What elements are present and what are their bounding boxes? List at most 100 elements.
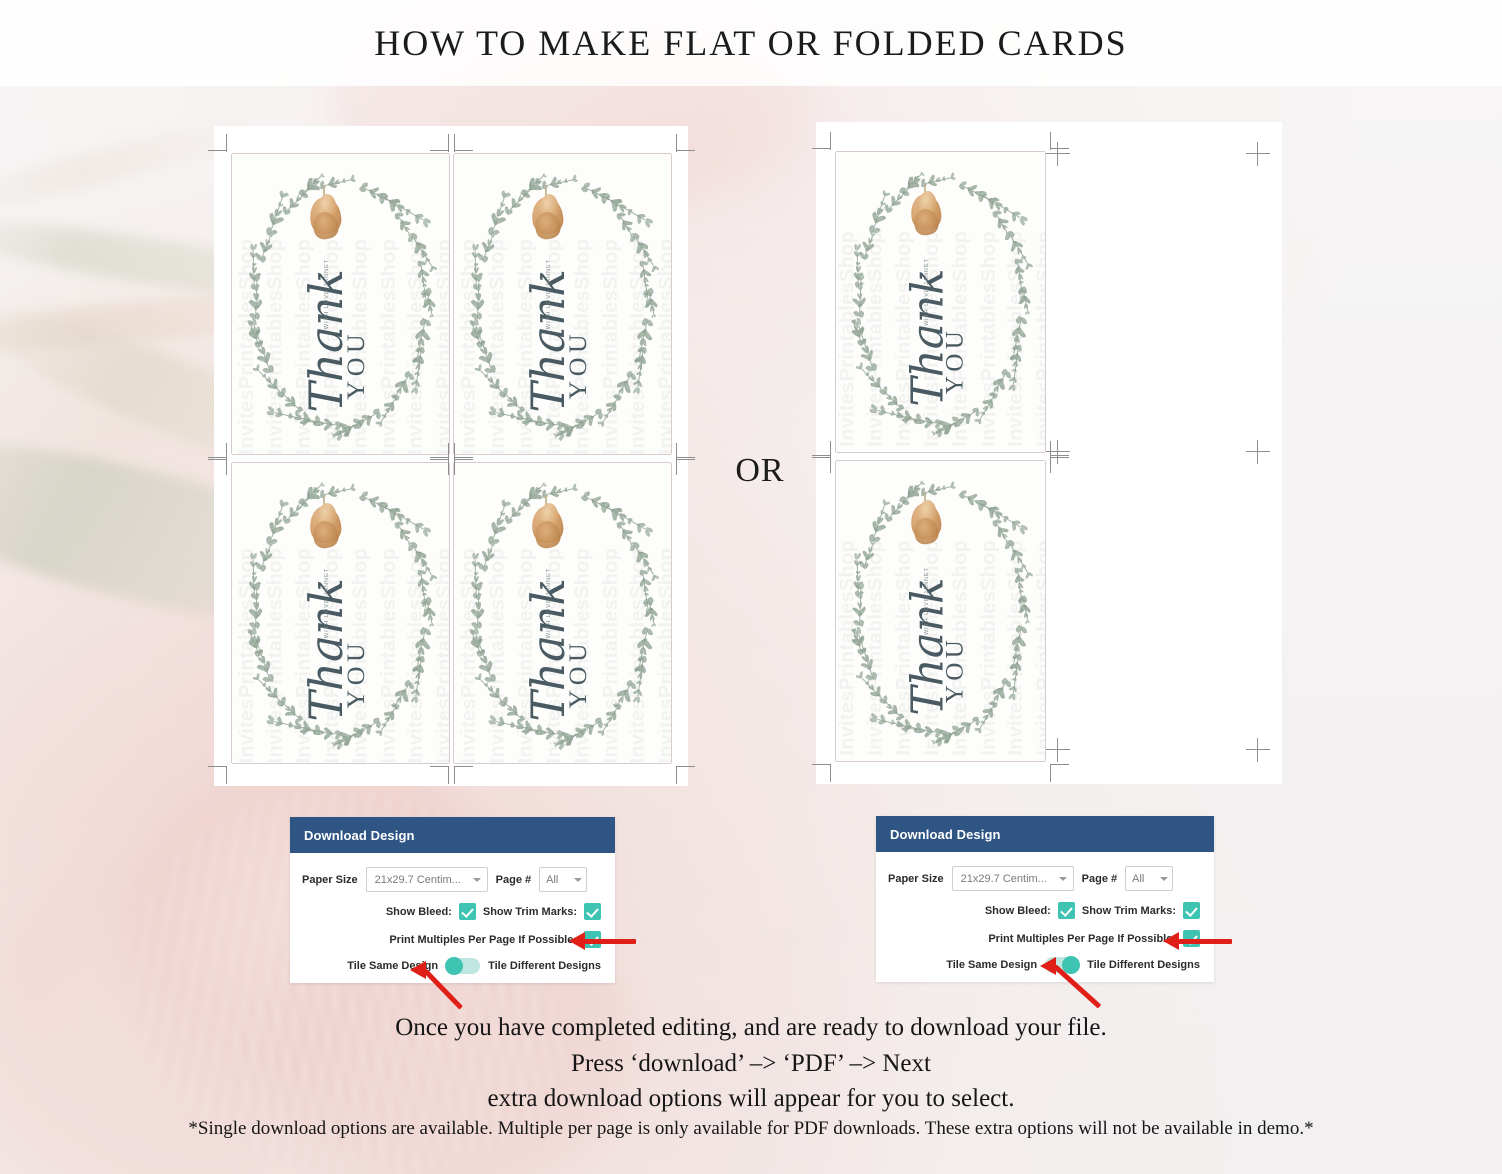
leaf <box>253 553 258 561</box>
leaf <box>254 620 262 629</box>
bleed-and-trim-row: Show Bleed: Show Trim Marks: <box>302 903 603 920</box>
bud-stem <box>924 492 926 507</box>
leaf <box>476 311 484 320</box>
leaf <box>885 516 893 523</box>
leaf <box>484 346 488 355</box>
paper-size-select[interactable]: 21x29.7 Centim... <box>365 867 488 892</box>
leaf <box>510 415 515 419</box>
trim-tick <box>1051 764 1069 765</box>
leaf <box>294 417 302 421</box>
page-number-value: All <box>546 873 559 886</box>
leaf <box>942 178 946 181</box>
print-multiples-row: Print Multiples Per Page If Possible: <box>888 930 1202 947</box>
paper-size-label: Paper Size <box>302 873 358 886</box>
leaf <box>387 717 391 723</box>
leaf <box>988 708 994 718</box>
leaf <box>288 724 293 728</box>
trim-tick <box>430 766 448 767</box>
leaf <box>564 489 568 493</box>
trim-tick <box>812 148 830 149</box>
leaf <box>260 683 265 687</box>
trim-tick <box>830 455 831 473</box>
bleed-guide <box>671 463 672 763</box>
leaf <box>489 384 500 389</box>
trim-tick <box>208 766 226 767</box>
leaf <box>488 411 497 416</box>
show-trim-marks-checkbox[interactable] <box>584 903 601 920</box>
trim-tick <box>208 459 226 460</box>
leaf <box>571 177 578 183</box>
trim-tick <box>677 457 695 458</box>
print-multiples-row: Print Multiples Per Page If Possible: <box>302 931 603 948</box>
bleed-guide <box>454 462 671 463</box>
leaf <box>512 705 518 716</box>
page-number-label: Page # <box>495 873 532 886</box>
leaf <box>606 414 609 418</box>
leaf <box>414 388 419 395</box>
leaf <box>869 382 880 388</box>
page-number-select[interactable]: All <box>1125 866 1174 891</box>
leaf <box>642 276 646 283</box>
show-bleed-checkbox[interactable] <box>1057 902 1075 919</box>
tile-mode-toggle[interactable] <box>445 957 481 975</box>
leaf <box>276 700 284 707</box>
callout-arrow-print-multiples-flat <box>569 932 636 950</box>
bud-stem <box>545 494 547 509</box>
thank-you-card[interactable]: InvitesPrintablesShop InvitesPrintablesSh… <box>836 152 1045 452</box>
leaf <box>992 211 997 218</box>
leaf <box>985 714 989 721</box>
print-multiples-label: Print Multiples Per Page If Possible: <box>988 932 1176 945</box>
leaf <box>482 683 487 687</box>
leaf <box>290 705 296 716</box>
leaf <box>266 411 275 416</box>
leaf <box>617 704 622 710</box>
leaf <box>876 208 880 215</box>
leaf <box>381 502 388 508</box>
leaf <box>1021 604 1033 614</box>
thank-you-card[interactable]: InvitesPrintablesShop InvitesPrintablesSh… <box>454 463 671 763</box>
trim-tick <box>677 150 695 151</box>
leaf <box>564 180 568 184</box>
toggle-knob <box>1062 956 1081 974</box>
show-trim-marks-label: Show Trim Marks: <box>1081 904 1176 917</box>
leaf <box>481 255 490 263</box>
arrow-head <box>1163 932 1179 950</box>
download-design-dialog-folded[interactable]: Download Design Paper Size 21x29.7 Centi… <box>876 816 1214 982</box>
bleed-guide <box>836 151 1045 152</box>
card-caps-text: YOU <box>941 326 969 394</box>
leaf <box>603 502 610 508</box>
download-design-dialog-flat[interactable]: Download Design Paper Size 21x29.7 Centi… <box>290 817 615 983</box>
leaf <box>639 363 643 370</box>
dialog-body: Paper Size 21x29.7 Centim... Page # All … <box>290 853 615 982</box>
leaf <box>260 374 265 378</box>
show-trim-marks-checkbox[interactable] <box>1183 902 1200 919</box>
leaf <box>482 374 487 378</box>
bleed-guide <box>671 154 672 454</box>
leaf <box>1027 311 1031 315</box>
trim-tick <box>830 132 831 150</box>
page-number-select[interactable]: All <box>539 867 588 892</box>
thank-you-card[interactable]: InvitesPrintablesShop InvitesPrintablesSh… <box>232 463 449 763</box>
trim-tick <box>455 459 473 460</box>
leaf <box>420 276 424 283</box>
show-bleed-checkbox[interactable] <box>458 903 476 920</box>
leaf <box>606 723 609 727</box>
bleed-guide <box>231 463 232 763</box>
callout-arrow-tile-toggle-flat <box>410 961 463 1010</box>
trim-tick <box>677 766 695 767</box>
bud-stem <box>323 185 325 200</box>
bleed-guide <box>836 460 1045 461</box>
leaf <box>1014 360 1018 367</box>
card-caps-text: YOU <box>562 329 592 400</box>
thank-you-card[interactable]: InvitesPrintablesShop InvitesPrintablesSh… <box>836 461 1045 761</box>
leaf <box>856 675 862 679</box>
paper-size-select[interactable]: 21x29.7 Centim... <box>951 866 1074 891</box>
leaf <box>384 414 387 418</box>
thank-you-card[interactable]: InvitesPrintablesShop InvitesPrintablesSh… <box>454 154 671 454</box>
tile-same-design-label: Tile Same Design <box>946 959 1038 971</box>
leaf <box>342 180 346 184</box>
leaf <box>890 721 895 726</box>
thank-you-card[interactable]: InvitesPrintablesShop InvitesPrintablesSh… <box>232 154 449 454</box>
leaf <box>853 244 858 251</box>
trim-tick <box>676 766 677 784</box>
